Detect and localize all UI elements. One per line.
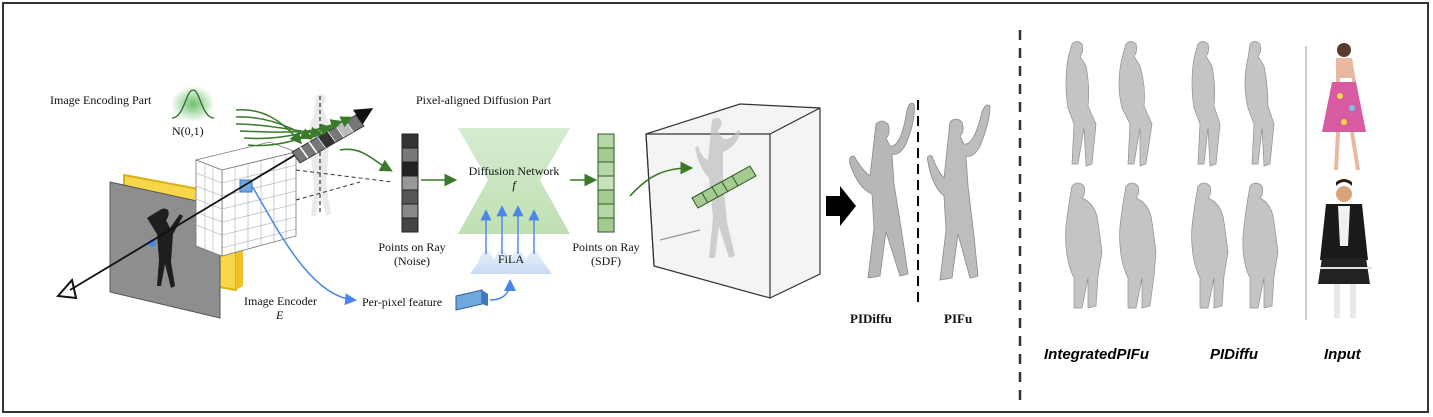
sdf-ray-in-box	[691, 165, 757, 209]
pidiffu-result-label: PIDiffu	[850, 311, 892, 326]
pixel-aligned-diffusion-part-label: Pixel-aligned Diffusion Part	[416, 93, 552, 107]
comparison-meshes	[1065, 41, 1279, 309]
encoder-symbol: E	[276, 308, 284, 322]
fila-block	[470, 250, 552, 274]
noise-points-stack	[401, 133, 419, 233]
result-arrow	[826, 186, 856, 226]
points-on-ray-noise-line1: Points on Ray	[378, 240, 446, 254]
integrated-pifu-label: IntegratedPIFu	[1044, 346, 1150, 363]
feature-volume	[194, 141, 298, 257]
per-pixel-feature-label: Per-pixel feature	[362, 295, 443, 309]
noise-arrows	[235, 109, 353, 147]
input-label: Input	[1324, 346, 1361, 363]
pidiffu-mesh	[849, 102, 915, 279]
pifu-result-label: PIFu	[944, 311, 973, 326]
noise-label: N(0,1)	[172, 124, 204, 138]
diffusion-network-block	[458, 128, 570, 234]
fila-arrows	[480, 205, 540, 254]
image-encoding-part-label: Image Encoding Part	[50, 93, 152, 107]
sdf-points-stack	[597, 133, 615, 233]
points-on-ray-sdf-line1: Points on Ray	[572, 240, 640, 254]
input-photo-2	[1318, 179, 1372, 318]
pidiffu-comparison-label: PIDiffu	[1210, 346, 1259, 363]
fila-label: FiLA	[497, 252, 524, 266]
diffusion-network-label: Diffusion Network	[468, 164, 560, 178]
feature-path	[251, 185, 357, 306]
image-encoder-label: Image Encoder	[244, 294, 317, 308]
feature-vector	[455, 289, 488, 311]
pifu-mesh	[927, 104, 991, 281]
input-photo-1	[1322, 43, 1366, 170]
occupancy-box	[645, 103, 821, 299]
gaussian-noise-icon	[171, 86, 215, 122]
points-on-ray-noise-line2: (Noise)	[394, 254, 430, 268]
diffusion-symbol: f	[512, 178, 516, 192]
points-on-ray-sdf-line2: (SDF)	[590, 254, 621, 268]
